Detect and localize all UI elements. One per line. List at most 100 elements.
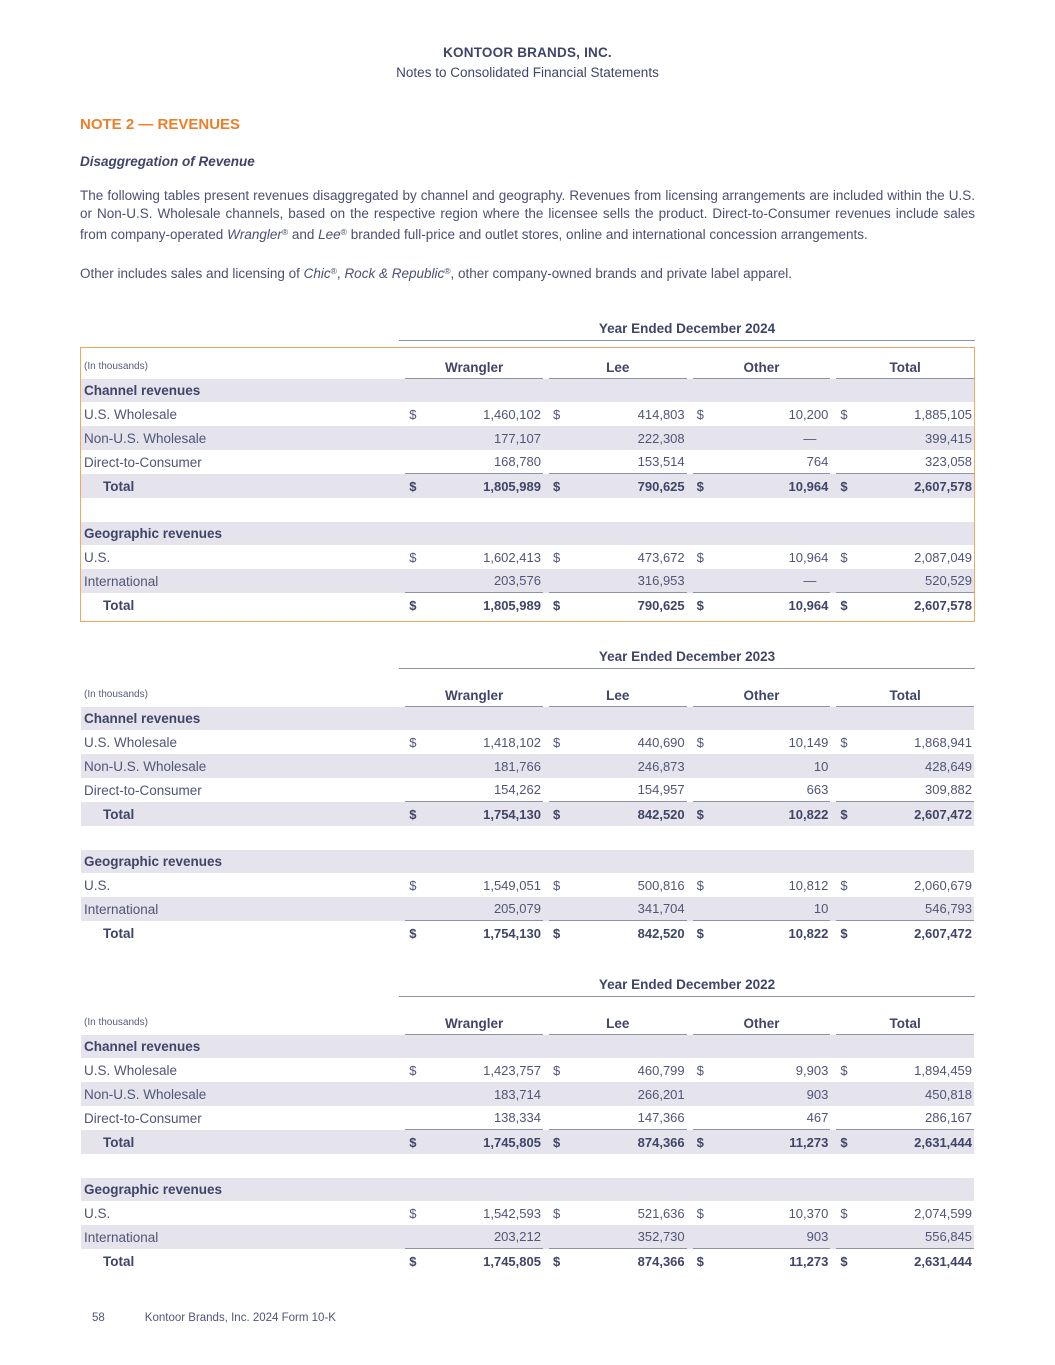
table-period-row: Year Ended December 2024 [80,321,975,341]
dollar-sign: $ [409,597,417,613]
value-cell: 147,366 [548,1106,687,1130]
dollar-sign: $ [552,734,561,750]
row-label: International [84,901,159,917]
cell-value: 168,780 [493,454,541,469]
cell-value: 874,366 [637,1253,685,1269]
registered-mark: ® [444,266,451,276]
table-row: Direct-to-Consumer 168,780 153,514 764 323,0… [81,450,975,474]
dollar-sign: $ [552,925,561,941]
other-brands-paragraph: Other includes sales and licensing of Ch… [80,262,975,283]
value-cell: $440,690 [549,730,687,754]
cell-value: 790,625 [637,478,685,494]
cell-value: 467 [806,1110,829,1125]
column-header-other: Other [692,688,831,707]
cell-value: 1,549,051 [483,877,541,893]
table-row: U.S. Wholesale $1,460,102 $414,803 $10,200 $… [81,402,974,426]
revenue-table-1: Year Ended December 2024 (In thousands) Wr… [80,321,975,622]
revenue-tables: Year Ended December 2024 (In thousands) Wr… [80,321,975,1278]
value-cell: $1,423,757 [405,1058,543,1082]
value-cell: 168,780 [405,450,543,474]
value-cell: $1,868,941 [836,730,974,754]
cell-value: 428,649 [925,758,973,774]
value-cell: 183,714 [405,1082,543,1106]
cell-value: 1,745,805 [483,1134,541,1150]
table-row: Non-U.S. Wholesale 183,714 266,201 903 450,8… [81,1082,974,1106]
brand-wrangler: Wrangler [227,227,282,242]
cell-value: 10,200 [788,406,829,422]
cell-value: 1,868,941 [914,734,973,750]
value-cell: 323,058 [836,450,975,474]
value-cell: $460,799 [549,1058,687,1082]
cell-value: 205,079 [493,901,541,916]
table-row: Direct-to-Consumer 154,262 154,957 663 309,8… [81,778,975,802]
row-label: Non-U.S. Wholesale [84,758,207,774]
column-header-total: Total [836,1016,975,1035]
dollar-sign: $ [840,734,848,750]
cell-value: 2,607,472 [914,925,972,941]
label-column-spacer [80,321,399,341]
brand-chic: Chic [303,266,331,281]
cell-value: 450,818 [925,1086,973,1102]
table-row: Total $1,805,989 $790,625 $10,964 $2,607,578 [81,474,974,498]
value-cell: $1,754,130 [405,802,543,826]
cell-value: 181,766 [493,758,541,774]
dollar-sign: $ [409,406,417,422]
value-cell: 556,845 [836,1225,975,1249]
value-cell: 399,415 [836,426,974,450]
cell-value: 10 [813,758,829,774]
dollar-sign: $ [409,478,417,494]
section-header: Geographic revenues [81,850,974,873]
value-cell: $1,885,105 [836,402,974,426]
row-label: International [84,573,159,589]
cell-value: 520,529 [925,573,973,588]
column-header-total: Total [836,688,975,707]
table-row: International 205,079 341,704 10 546,793 [81,897,975,921]
value-cell: 153,514 [548,450,687,474]
document-header: KONTOOR BRANDS, INC. Notes to Consolidat… [80,45,975,80]
table-row: Non-U.S. Wholesale 177,107 222,308 — 399,415 [81,426,974,450]
row-label: Direct-to-Consumer [84,1110,202,1126]
value-cell: $1,602,413 [405,545,543,569]
table-period-row: Year Ended December 2023 [80,649,975,669]
table-row: Total $1,754,130 $842,520 $10,822 $2,607,472 [81,921,974,945]
value-cell: $10,964 [693,545,831,569]
cell-value: 10,370 [788,1205,829,1221]
value-cell: $2,607,578 [836,593,974,617]
dollar-sign: $ [552,806,561,822]
dollar-sign: $ [696,1134,704,1150]
table-row: U.S. $1,542,593 $521,636 $10,370 $2,074,599 [81,1201,974,1225]
dollar-sign: $ [409,1253,417,1269]
cell-value: 11,273 [789,1253,829,1269]
column-header-lee: Lee [548,688,687,707]
cell-value: 9,903 [795,1062,829,1078]
cell-value: 1,754,130 [483,925,541,941]
cell-value: 153,514 [637,454,685,469]
value-cell: $2,607,578 [836,474,974,498]
text-run: Other includes sales and licensing of [80,266,304,281]
cell-value: 903 [806,1229,829,1244]
cell-value: — [803,430,817,446]
label-column-spacer [80,977,399,997]
brand-rock-republic: Rock & Republic [344,266,445,281]
value-cell: $11,273 [693,1130,831,1154]
unit-note: (In thousands) [84,361,148,372]
label-column-spacer [80,649,399,669]
dollar-sign: $ [409,877,417,893]
table-row: U.S. Wholesale $1,418,102 $440,690 $10,149 $… [81,730,974,754]
value-cell: 316,953 [548,569,687,593]
registered-mark: ® [281,227,289,237]
section-header: Channel revenues [81,707,974,730]
dollar-sign: $ [552,877,561,893]
footer-text: Kontoor Brands, Inc. 2024 Form 10-K [144,1312,336,1324]
table-row: Total $1,805,989 $790,625 $10,964 $2,607,578 [81,593,974,617]
value-cell: $500,816 [549,873,687,897]
intro-paragraph: The following tables present revenues di… [80,187,975,244]
table-row: Total $1,754,130 $842,520 $10,822 $2,607,472 [81,802,974,826]
cell-value: 1,423,757 [483,1062,541,1078]
brand-lee: Lee [318,227,341,242]
page-number: 58 [92,1312,105,1324]
value-cell: $1,805,989 [405,593,543,617]
value-cell: 246,873 [549,754,687,778]
table-period-label: Year Ended December 2022 [399,977,975,997]
cell-value: 842,520 [637,806,685,822]
